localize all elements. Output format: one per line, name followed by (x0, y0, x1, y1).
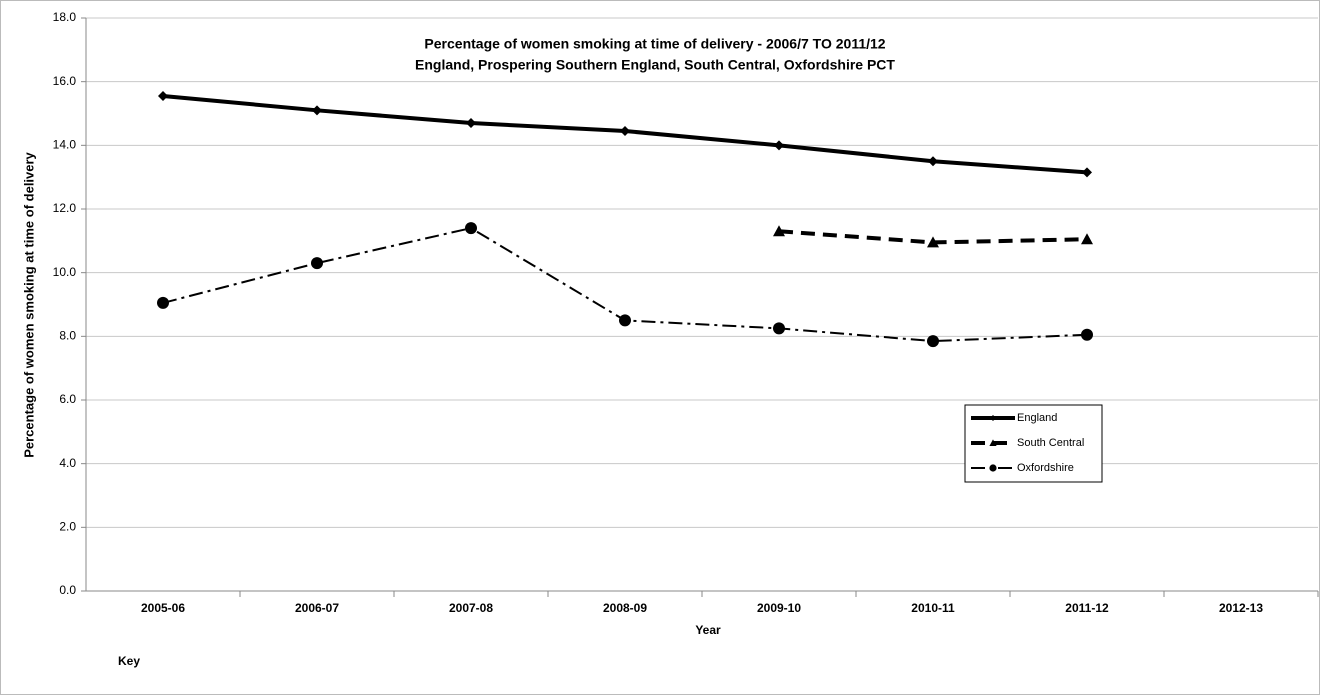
chart-title: Percentage of women smoking at time of d… (424, 36, 885, 52)
legend-marker (990, 415, 996, 421)
marker (157, 296, 169, 309)
legend-marker (989, 439, 997, 446)
marker (1081, 328, 1093, 341)
marker (927, 335, 939, 348)
marker (158, 90, 168, 101)
y-tick-label: 4.0 (59, 456, 76, 470)
marker (773, 322, 785, 335)
key-label: Key (118, 654, 140, 668)
x-tick-label: 2011-12 (1065, 601, 1109, 615)
marker (1081, 233, 1093, 245)
legend-label: England (1017, 412, 1057, 424)
x-tick-label: 2012-13 (1219, 601, 1263, 615)
x-tick-label: 2005-06 (141, 601, 185, 615)
y-tick-label: 8.0 (59, 329, 76, 343)
y-tick-label: 12.0 (53, 201, 77, 215)
marker (928, 156, 938, 167)
y-tick-label: 0.0 (59, 583, 76, 597)
y-tick-label: 10.0 (53, 265, 77, 279)
x-axis-label: Year (695, 623, 721, 637)
marker (312, 105, 322, 116)
chart-subtitle: England, Prospering Southern England, So… (415, 57, 895, 73)
marker (311, 257, 323, 270)
legend-label: Oxfordshire (1017, 462, 1074, 474)
x-tick-label: 2006-07 (295, 601, 339, 615)
legend-label: South Central (1017, 437, 1084, 449)
y-axis-label: Percentage of women smoking at time of d… (21, 151, 36, 457)
marker (927, 236, 939, 248)
y-tick-label: 2.0 (59, 520, 76, 534)
marker (620, 126, 630, 137)
legend-marker (989, 464, 997, 472)
marker (774, 140, 784, 151)
marker (619, 314, 631, 327)
x-tick-label: 2007-08 (449, 601, 493, 615)
marker (466, 118, 476, 129)
y-tick-label: 16.0 (53, 74, 77, 88)
marker (773, 225, 785, 237)
marker (465, 222, 477, 235)
x-tick-label: 2010-11 (911, 601, 955, 615)
y-tick-label: 18.0 (53, 10, 77, 24)
y-tick-label: 6.0 (59, 392, 76, 406)
x-tick-label: 2008-09 (603, 601, 647, 615)
x-tick-label: 2009-10 (757, 601, 801, 615)
y-tick-label: 14.0 (53, 138, 77, 152)
marker (1082, 167, 1092, 178)
